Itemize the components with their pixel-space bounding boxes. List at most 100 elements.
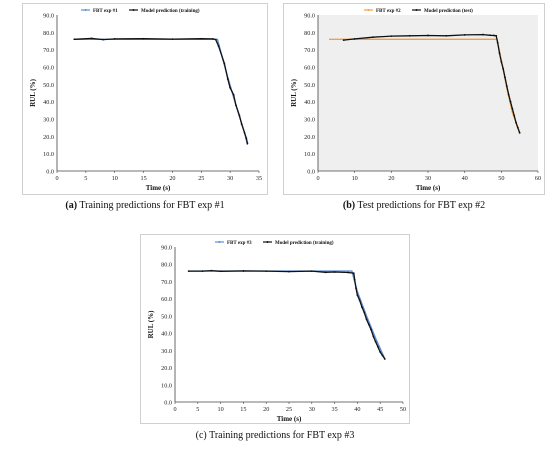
chart-b: 0.0 10.0 20.0 30.0 40.0 50.0 60.0 70.0 80.0 90.0 0…: [290, 9, 541, 192]
data-point-a: [200, 37, 203, 40]
caption-a-text: Training predictions for FBT exp #1: [79, 200, 225, 211]
data-point-b: [511, 107, 514, 110]
chart-c: 0.0 10.0 20.0 30.0 40.0 50.0 60.0 70.0 80.0 90.0 0…: [147, 241, 406, 423]
y-tick-label-b: 70.0: [304, 47, 315, 54]
x-tick-label-b: 40: [462, 175, 468, 182]
data-point-b: [498, 52, 501, 55]
data-point-c: [265, 270, 268, 273]
data-point-c: [324, 271, 327, 274]
y-tick-label-a: 30.0: [43, 117, 54, 124]
caption-b-tag: (b): [342, 200, 356, 211]
x-tick-label-a: 0: [55, 175, 58, 182]
data-point-c: [363, 311, 366, 314]
data-point-c: [358, 299, 361, 302]
y-tick-label-b: 80.0: [304, 30, 315, 37]
data-point-c: [365, 318, 368, 321]
y-tick-label-c: 0.0: [164, 400, 172, 407]
data-point-c: [367, 323, 370, 326]
caption-c-tag: (c): [195, 430, 207, 441]
data-point-b: [493, 34, 495, 37]
y-tick-label-a: 70.0: [43, 47, 54, 54]
y-tick-label-a: 0.0: [46, 169, 54, 176]
data-point-b: [489, 34, 492, 37]
data-point-c: [383, 358, 386, 360]
y-tick-label-b: 10.0: [304, 151, 315, 158]
chart-panel-a: 0.0 10.0 20.0 30.0 40.0 50.0 60.0 70.0 80.0 90.0 0…: [22, 3, 268, 195]
data-point-b: [505, 85, 508, 87]
plot-area-b: [318, 15, 538, 171]
y-tick-label-a: 50.0: [43, 82, 54, 89]
x-tick-label-b: 50: [498, 175, 504, 182]
plot-area-c: [175, 247, 403, 402]
legend-marker-c-2: [266, 241, 269, 243]
x-tick-label-c: 25: [286, 406, 292, 413]
caption-b-text: Test predictions for FBT exp #2: [357, 200, 486, 211]
data-point-a: [243, 131, 246, 134]
x-tick-label-c: 35: [332, 406, 338, 413]
data-point-a: [232, 93, 235, 96]
data-point-c: [379, 351, 382, 353]
x-tick-label-b: 30: [425, 175, 431, 182]
y-axis-label-a: RUL (%): [29, 78, 37, 106]
y-axis-label-c: RUL (%): [147, 310, 155, 338]
x-tick-label-a: 35: [256, 175, 262, 182]
data-point-a: [171, 38, 174, 40]
x-tick-label-c: 10: [218, 406, 224, 413]
y-tick-label-b: 0.0: [307, 169, 315, 176]
chart-panel-c: 0.0 10.0 20.0 30.0 40.0 50.0 60.0 70.0 80.0 90.0 0…: [140, 234, 410, 424]
data-point-a: [226, 78, 229, 81]
y-tick-label-a: 10.0: [43, 151, 54, 158]
y-axis-label-b: RUL (%): [290, 78, 298, 106]
plot-area-a: [57, 15, 259, 171]
data-point-c: [361, 306, 363, 309]
y-tick-label-c: 20.0: [161, 365, 172, 372]
y-tick-label-a: 20.0: [43, 134, 54, 141]
y-tick-label-b: 90.0: [304, 13, 315, 20]
y-tick-label-b: 30.0: [304, 117, 315, 124]
data-point-a: [90, 37, 93, 40]
x-tick-label-b: 0: [316, 175, 319, 182]
data-point-c: [187, 270, 190, 273]
data-point-b: [518, 131, 521, 134]
y-tick-label-c: 80.0: [161, 262, 172, 269]
y-tick-label-c: 60.0: [161, 296, 172, 303]
data-point-a: [142, 37, 145, 40]
legend-marker-b-1: [367, 9, 370, 11]
data-point-a: [238, 114, 241, 117]
data-point-a: [223, 62, 226, 65]
legend-marker-a-1: [84, 9, 87, 11]
legend-marker-c-1: [218, 241, 221, 243]
x-tick-label-a: 5: [84, 175, 87, 182]
caption-a: (a) Training predictions for FBT exp #1: [22, 200, 268, 211]
legend-marker-a-2: [132, 9, 135, 11]
data-point-c: [356, 294, 359, 297]
data-point-b: [496, 41, 499, 44]
series-line-c-1: [188, 270, 386, 360]
x-tick-label-c: 20: [263, 406, 269, 413]
data-point-a: [217, 45, 220, 48]
legend-label-c-2: Model prediction (training): [275, 241, 334, 246]
x-tick-label-c: 5: [196, 406, 199, 413]
legend-label-a-1: FBT exp #1: [93, 9, 118, 14]
data-point-a: [214, 38, 217, 41]
data-point-b: [513, 114, 516, 117]
y-tick-label-c: 10.0: [161, 382, 172, 389]
data-point-b: [482, 33, 484, 36]
series-line-a-2: [74, 37, 249, 144]
legend-label-b-1: FBT exp #2: [376, 9, 401, 14]
data-point-a: [240, 123, 243, 126]
legend-marker-b-2: [415, 9, 418, 11]
caption-b: (b) Test predictions for FBT exp #2: [283, 200, 545, 211]
data-point-b: [408, 34, 411, 37]
data-point-b: [427, 34, 429, 37]
caption-c-text: Training predictions for FBT exp #3: [209, 430, 355, 441]
data-point-c: [372, 335, 375, 338]
data-point-c: [242, 270, 245, 272]
data-point-c: [352, 272, 355, 275]
data-point-c: [310, 270, 313, 273]
data-point-c: [210, 269, 213, 272]
data-point-c: [347, 271, 350, 274]
y-tick-label-b: 50.0: [304, 82, 315, 89]
data-point-a: [246, 142, 249, 145]
legend-label-c-1: FBT exp #3: [227, 241, 252, 246]
